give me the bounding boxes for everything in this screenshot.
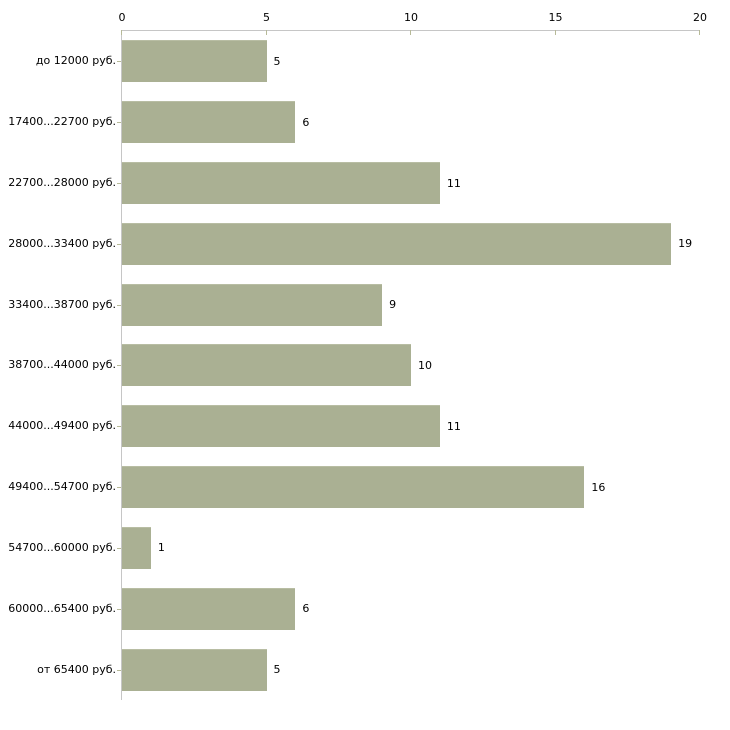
value-label: 10 bbox=[418, 358, 432, 372]
x-tick-mark bbox=[410, 30, 411, 35]
x-tick-mark bbox=[554, 30, 556, 35]
x-tick-mark bbox=[699, 30, 700, 35]
x-tick-label: 0 bbox=[118, 11, 126, 24]
bar bbox=[122, 405, 440, 448]
category-tick-mark bbox=[117, 61, 121, 63]
value-label: 19 bbox=[678, 237, 693, 251]
bar bbox=[122, 648, 267, 691]
x-tick-label: 10 bbox=[404, 11, 418, 24]
category-tick-mark bbox=[117, 243, 121, 245]
category-label: 44000...49400 руб. bbox=[8, 419, 116, 433]
category-tick-mark bbox=[117, 426, 121, 428]
category-label: 60000...65400 руб. bbox=[8, 602, 116, 616]
x-tick-label: 15 bbox=[548, 11, 563, 24]
value-label: 5 bbox=[273, 54, 281, 68]
bar bbox=[122, 526, 151, 569]
category-label: 17400...22700 руб. bbox=[8, 114, 116, 128]
category-tick-mark bbox=[117, 122, 121, 124]
category-label: 49400...54700 руб. bbox=[8, 480, 116, 494]
value-label: 6 bbox=[302, 602, 310, 616]
y-axis-category-labels: до 12000 руб. 17400...22700 руб. 22700...2… bbox=[0, 30, 116, 700]
value-label: 9 bbox=[389, 298, 397, 312]
bar bbox=[122, 344, 411, 387]
bar-row: 5 bbox=[117, 639, 700, 700]
x-tick-label: 20 bbox=[693, 11, 707, 24]
bar-row: 19 bbox=[117, 213, 700, 274]
bar bbox=[122, 162, 440, 205]
category-label: 22700...28000 руб. bbox=[8, 175, 116, 189]
category-label: до 12000 руб. bbox=[35, 53, 116, 67]
x-tick-mark bbox=[265, 30, 267, 35]
category-label: 33400...38700 руб. bbox=[8, 297, 116, 311]
category-tick-mark bbox=[117, 547, 121, 549]
value-label: 11 bbox=[446, 176, 461, 190]
bar-row: 6 bbox=[117, 578, 700, 639]
bar bbox=[122, 587, 296, 630]
bar bbox=[122, 101, 296, 144]
value-label: 6 bbox=[302, 115, 310, 129]
x-tick-label: 5 bbox=[263, 11, 270, 24]
category-tick-mark bbox=[117, 304, 121, 306]
category-label: 38700...44000 руб. bbox=[8, 358, 116, 372]
category-tick-mark bbox=[117, 487, 121, 489]
category-tick-mark bbox=[117, 608, 121, 610]
category-tick-mark bbox=[117, 365, 121, 367]
value-label: 5 bbox=[273, 663, 281, 677]
value-label: 11 bbox=[446, 419, 461, 433]
bar bbox=[122, 466, 585, 509]
bar bbox=[122, 222, 672, 265]
category-tick-mark bbox=[117, 669, 121, 671]
bar-row: 6 bbox=[117, 92, 700, 153]
category-label: 54700...60000 руб. bbox=[8, 541, 116, 555]
value-label: 16 bbox=[591, 480, 606, 494]
bar-row: 16 bbox=[117, 457, 700, 518]
bar-row: 9 bbox=[117, 274, 700, 335]
category-label: от 65400 руб. bbox=[37, 663, 116, 677]
bar-row: 5 bbox=[117, 31, 700, 92]
bar-row: 1 bbox=[117, 518, 700, 579]
category-tick-mark bbox=[117, 183, 121, 185]
value-label: 1 bbox=[157, 541, 165, 555]
bar bbox=[122, 40, 267, 83]
plot-area: 0 5 10 15 20 5 6 11 19 9 10 11 16 1 6 5 bbox=[117, 11, 707, 700]
category-label: 28000...33400 руб. bbox=[8, 236, 116, 250]
x-tick-mark bbox=[121, 30, 122, 35]
bar-row: 11 bbox=[117, 396, 700, 457]
bar-row: 10 bbox=[117, 335, 700, 396]
bar bbox=[122, 283, 383, 326]
bars-container: 5 6 11 19 9 10 11 16 1 6 5 bbox=[117, 31, 700, 700]
bar-row: 11 bbox=[117, 153, 700, 214]
